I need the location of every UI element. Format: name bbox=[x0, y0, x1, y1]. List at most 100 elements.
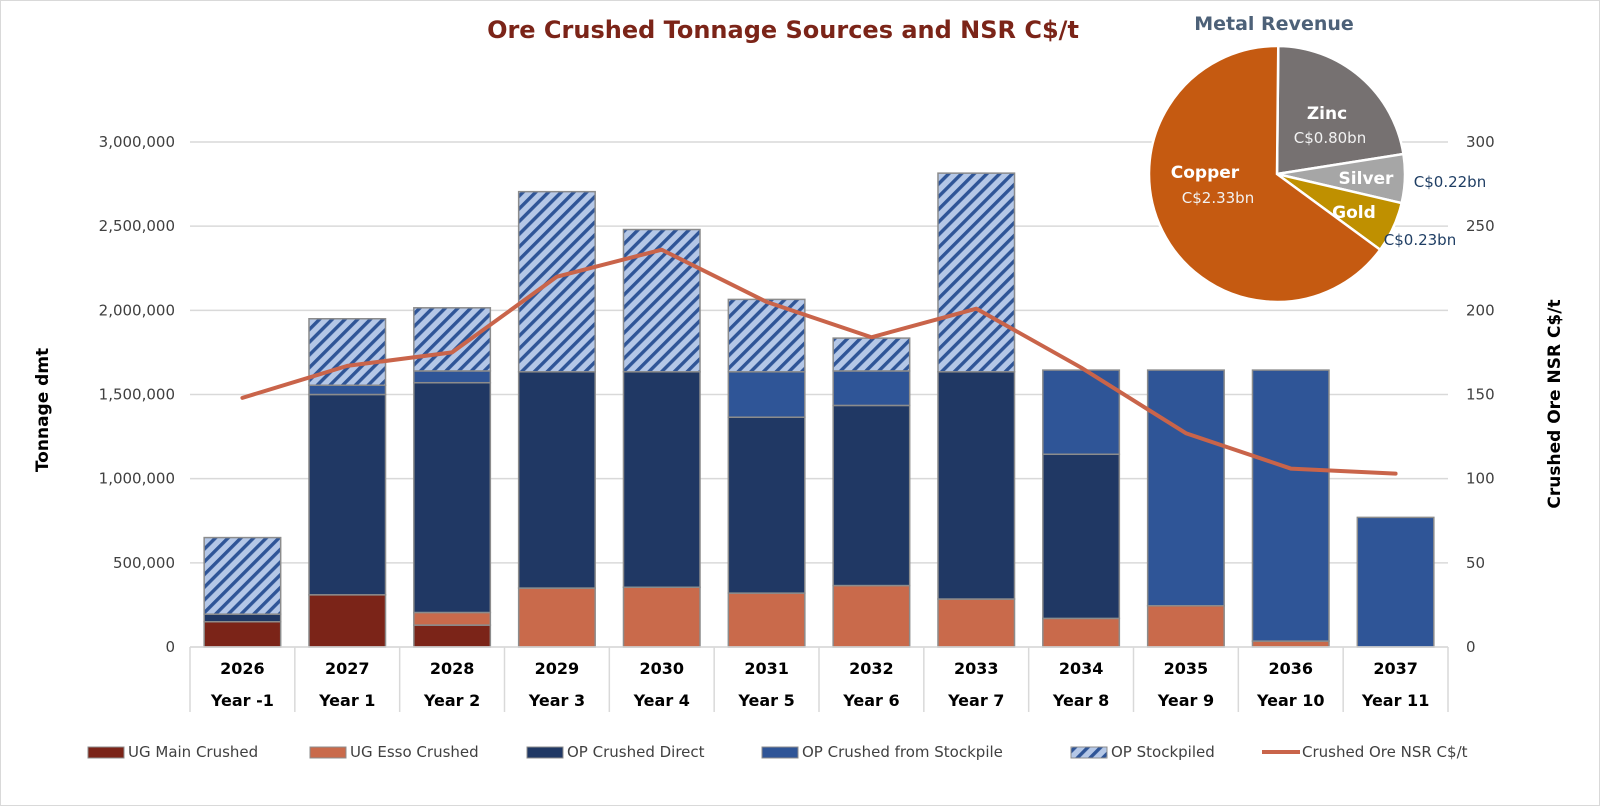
bar-ug-esso-crushed bbox=[1042, 617, 1121, 648]
left-tick-label: 500,000 bbox=[113, 554, 175, 572]
right-axis-title: Crushed Ore NSR C$/t bbox=[1545, 299, 1565, 508]
category-period-label: Year 10 bbox=[1256, 691, 1325, 710]
category-year-label: 2033 bbox=[954, 659, 999, 678]
category-table: 2026 Year -1 2027 Year 1 2028 Year 2 2029 Year … bbox=[189, 646, 1449, 712]
right-tick-label: 50 bbox=[1466, 554, 1485, 572]
bar-op-crushed-from-stockpile bbox=[1251, 369, 1330, 642]
bar-op-crushed-direct bbox=[622, 371, 701, 588]
category-period-label: Year 3 bbox=[528, 691, 585, 710]
right-tick-label: 250 bbox=[1466, 217, 1495, 235]
left-tick-label: 1,000,000 bbox=[99, 470, 175, 488]
category-period-label: Year 6 bbox=[842, 691, 899, 710]
category-period-label: Year 9 bbox=[1157, 691, 1214, 710]
bar-ug-esso-crushed bbox=[1146, 605, 1225, 648]
category-year-label: 2027 bbox=[325, 659, 370, 678]
bar-op-crushed-direct bbox=[937, 371, 1016, 600]
bar-op-stockpiled bbox=[517, 190, 596, 373]
right-axis-ticks: 0 50 100 150 200 250 300 bbox=[1466, 133, 1495, 656]
legend-item-op-crushed-from-stockpile: OP Crushed from Stockpile bbox=[761, 743, 1003, 761]
left-tick-label: 2,500,000 bbox=[99, 217, 175, 235]
bar-op-crushed-direct bbox=[517, 371, 596, 589]
stacked-bars bbox=[203, 172, 1435, 648]
category-period-label: Year 4 bbox=[633, 691, 690, 710]
legend-item-op-stockpiled: OP Stockpiled bbox=[1070, 743, 1215, 761]
bar-ug-esso-crushed bbox=[1251, 640, 1330, 648]
bar-op-crushed-direct bbox=[203, 613, 282, 623]
bar-stack-2032 bbox=[832, 337, 911, 648]
bar-ug-esso-crushed bbox=[832, 584, 911, 648]
bar-ug-esso-crushed bbox=[727, 592, 806, 648]
bar-ug-esso-crushed bbox=[517, 587, 596, 648]
legend-item-crushed-ore-nsr-c-t: Crushed Ore NSR C$/t bbox=[1262, 743, 1468, 761]
bar-stack-2028 bbox=[413, 307, 492, 648]
legend-label: UG Main Crushed bbox=[128, 743, 258, 761]
legend-item-ug-esso-crushed: UG Esso Crushed bbox=[309, 743, 479, 761]
legend-swatch bbox=[1070, 746, 1108, 759]
legend-label: OP Crushed from Stockpile bbox=[802, 743, 1003, 761]
bar-ug-main-crushed bbox=[308, 594, 387, 648]
left-tick-label: 3,000,000 bbox=[99, 133, 175, 151]
pie-value-gold: C$0.23bn bbox=[1384, 231, 1456, 249]
category-year-label: 2028 bbox=[430, 659, 475, 678]
category-period-label: Year 5 bbox=[737, 691, 794, 710]
pie-slice-copper bbox=[1147, 44, 1382, 304]
bar-ug-main-crushed bbox=[413, 624, 492, 648]
pie-slice-zinc bbox=[1275, 44, 1405, 176]
bar-stack-2033 bbox=[937, 172, 1016, 648]
bar-op-crushed-from-stockpile bbox=[727, 371, 806, 418]
bar-op-crushed-from-stockpile bbox=[413, 370, 492, 384]
category-year-label: 2026 bbox=[220, 659, 265, 678]
bar-ug-esso-crushed bbox=[413, 611, 492, 626]
category-period-label: Year 8 bbox=[1052, 691, 1109, 710]
legend-item-ug-main-crushed: UG Main Crushed bbox=[87, 743, 258, 761]
bar-op-crushed-direct bbox=[413, 381, 492, 614]
bar-op-crushed-direct bbox=[832, 404, 911, 587]
pie-label-copper: Copper bbox=[1171, 163, 1240, 183]
category-period-label: Year 1 bbox=[318, 691, 375, 710]
category-period-label: Year 7 bbox=[947, 691, 1004, 710]
legend-swatch bbox=[87, 746, 125, 759]
legend: UG Main Crushed UG Esso Crushed OP Crushed… bbox=[87, 743, 1468, 761]
category-year-label: 2032 bbox=[849, 659, 894, 678]
legend-label: OP Crushed Direct bbox=[567, 743, 705, 761]
legend-item-op-crushed-direct: OP Crushed Direct bbox=[526, 743, 705, 761]
right-tick-label: 150 bbox=[1466, 386, 1495, 404]
bar-op-stockpiled bbox=[413, 307, 492, 372]
bar-stack-2036 bbox=[1251, 369, 1330, 648]
pie-value-zinc: C$0.80bn bbox=[1294, 129, 1366, 147]
legend-swatch bbox=[309, 746, 347, 759]
pie-label-silver: Silver bbox=[1339, 169, 1395, 189]
category-period-label: Year 11 bbox=[1361, 691, 1430, 710]
bar-stack-2034 bbox=[1042, 369, 1121, 648]
nsr-line bbox=[240, 247, 1398, 476]
bar-op-stockpiled bbox=[832, 337, 911, 372]
category-year-label: 2035 bbox=[1164, 659, 1209, 678]
category-period-label: Year 2 bbox=[423, 691, 480, 710]
bar-stack-2026 bbox=[203, 536, 282, 648]
legend-label: Crushed Ore NSR C$/t bbox=[1302, 743, 1468, 761]
bar-ug-esso-crushed bbox=[937, 598, 1016, 648]
category-year-label: 2037 bbox=[1373, 659, 1418, 678]
bar-op-crushed-direct bbox=[308, 393, 387, 596]
pie-label-gold: Gold bbox=[1332, 203, 1376, 223]
left-tick-label: 0 bbox=[165, 638, 175, 656]
bar-op-crushed-from-stockpile bbox=[308, 384, 387, 396]
legend-swatch bbox=[526, 746, 564, 759]
bar-stack-2035 bbox=[1146, 369, 1225, 648]
pie-value-silver: C$0.22bn bbox=[1414, 173, 1486, 191]
right-tick-label: 300 bbox=[1466, 133, 1495, 151]
metal-revenue-pie: Metal Revenue Zinc C$0.80bn Silver C$0.22bn G… bbox=[1147, 13, 1486, 304]
category-year-label: 2030 bbox=[639, 659, 684, 678]
bar-op-crushed-from-stockpile bbox=[1356, 516, 1435, 648]
bar-stack-2027 bbox=[308, 318, 387, 648]
bar-stack-2029 bbox=[517, 190, 596, 648]
left-axis-ticks: 0 500,000 1,000,000 1,500,000 2,000,000 2,500… bbox=[99, 133, 175, 656]
chart-title: Ore Crushed Tonnage Sources and NSR C$/t bbox=[487, 16, 1079, 44]
pie-label-zinc: Zinc bbox=[1307, 104, 1347, 124]
category-year-label: 2036 bbox=[1268, 659, 1313, 678]
bar-stack-2030 bbox=[622, 228, 701, 648]
pie-title: Metal Revenue bbox=[1194, 13, 1354, 35]
right-tick-label: 100 bbox=[1466, 470, 1495, 488]
left-axis-title: Tonnage dmt bbox=[33, 348, 53, 472]
